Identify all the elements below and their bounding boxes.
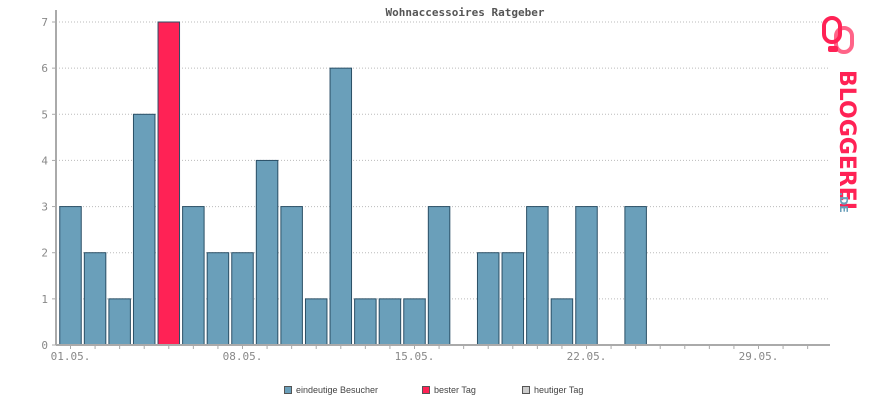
chart-title: Wohnaccessoires Ratgeber bbox=[386, 6, 545, 19]
x-tick-label: 22.05. bbox=[567, 350, 607, 363]
x-tick-label: 15.05. bbox=[395, 350, 435, 363]
bloggerei-logo-icon bbox=[822, 16, 854, 54]
bar bbox=[476, 252, 500, 346]
x-tick-labels: 01.05. 08.05. 15.05. 22.05. 29.05. bbox=[51, 350, 779, 363]
bar bbox=[550, 298, 574, 346]
bar bbox=[206, 252, 230, 346]
y-tick-label: 4 bbox=[41, 154, 48, 167]
axes bbox=[52, 10, 830, 349]
bar bbox=[575, 206, 598, 346]
legend-swatch-today bbox=[522, 386, 530, 394]
bar bbox=[255, 159, 279, 346]
bar bbox=[624, 206, 647, 346]
bar bbox=[329, 67, 353, 346]
bar bbox=[526, 206, 549, 346]
bar bbox=[59, 206, 82, 346]
bar bbox=[354, 298, 377, 346]
legend-item-visitors: eindeutige Besucher bbox=[284, 385, 378, 395]
x-tick-label: 29.05. bbox=[739, 350, 779, 363]
bar bbox=[231, 252, 254, 346]
y-tick-label: 6 bbox=[41, 62, 48, 75]
bar bbox=[108, 298, 131, 346]
bar bbox=[427, 206, 451, 346]
legend-swatch-visitors bbox=[284, 386, 292, 394]
x-tick-label: 01.05. bbox=[51, 350, 91, 363]
y-tick-label: 3 bbox=[41, 201, 48, 214]
legend-label-today: heutiger Tag bbox=[534, 385, 584, 395]
bloggerei-logo: BLOGGEREI .DE bbox=[822, 16, 859, 213]
legend-item-best-day: bester Tag bbox=[422, 385, 476, 395]
bars bbox=[59, 21, 647, 346]
y-tick-label: 5 bbox=[41, 108, 48, 121]
y-tick-label: 0 bbox=[41, 339, 48, 352]
bar bbox=[304, 298, 328, 346]
bar bbox=[501, 252, 525, 346]
legend-item-today: heutiger Tag bbox=[522, 385, 583, 395]
bar bbox=[83, 252, 107, 346]
logo-suffix: .DE bbox=[837, 192, 850, 213]
y-tick-labels: 0 1 2 3 4 5 6 7 bbox=[41, 16, 48, 352]
y-tick-label: 1 bbox=[41, 293, 48, 306]
y-tick-label: 2 bbox=[41, 247, 48, 260]
bar bbox=[280, 206, 303, 346]
legend-swatch-best-day bbox=[422, 386, 430, 394]
legend-label-visitors: eindeutige Besucher bbox=[296, 385, 379, 395]
x-tick-label: 08.05. bbox=[223, 350, 263, 363]
bar bbox=[378, 298, 402, 346]
y-tick-label: 7 bbox=[41, 16, 48, 29]
legend-label-best-day: bester Tag bbox=[434, 385, 476, 395]
logo-text: BLOGGEREI bbox=[834, 70, 859, 210]
bar bbox=[403, 298, 426, 346]
bar bbox=[132, 113, 156, 346]
bar-best-day bbox=[157, 21, 181, 346]
legend: eindeutige Besucher bester Tag heutiger … bbox=[0, 385, 870, 399]
bar bbox=[182, 206, 205, 346]
